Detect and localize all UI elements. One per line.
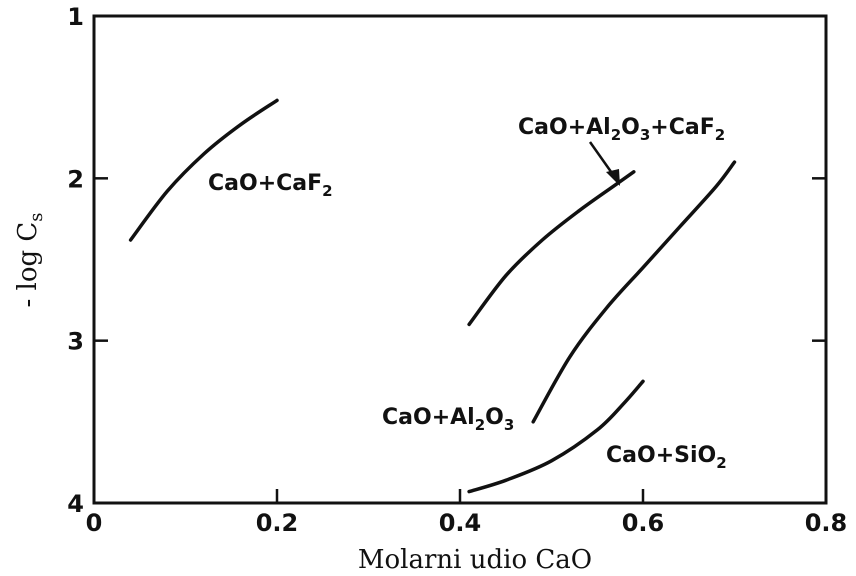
svg-text:- log Cs: - log Cs xyxy=(13,212,47,307)
x-tick-label: 0.2 xyxy=(256,509,299,537)
y-axis-title-main: - log C xyxy=(13,222,43,308)
y-tick-label: 2 xyxy=(67,165,84,193)
series-line-2 xyxy=(531,160,737,424)
y-tick-label: 1 xyxy=(67,3,84,31)
series-label-cao-al2o3: CaO+Al2O3 xyxy=(382,405,514,434)
y-axis-title: - log Cs xyxy=(13,212,47,307)
series-line-3 xyxy=(467,379,645,494)
y-tick-label: 3 xyxy=(67,328,84,356)
series-line-1 xyxy=(467,170,636,327)
series-label-cao-caf2: CaO+CaF2 xyxy=(208,171,333,200)
series-line-0 xyxy=(128,98,279,242)
x-axis-title: Molarni udio CaO xyxy=(358,545,592,575)
x-tick-label: 0 xyxy=(86,509,103,537)
y-tick-label: 4 xyxy=(67,490,84,518)
annotation-arrow xyxy=(588,141,620,186)
series-label-cao-sio2: CaO+SiO2 xyxy=(606,443,727,472)
series-label-cao-al2o3-caf2: CaO+Al2O3+CaF2 xyxy=(518,115,725,144)
x-tick-label: 0.6 xyxy=(622,509,665,537)
ticks-group: 0 0.2 0.4 0.6 0.8 1 2 3 4 xyxy=(67,3,847,537)
x-tick-label: 0.8 xyxy=(805,509,848,537)
x-tick-label: 0.4 xyxy=(439,509,482,537)
series-group xyxy=(128,98,737,494)
y-axis-title-subscript: s xyxy=(26,212,47,221)
